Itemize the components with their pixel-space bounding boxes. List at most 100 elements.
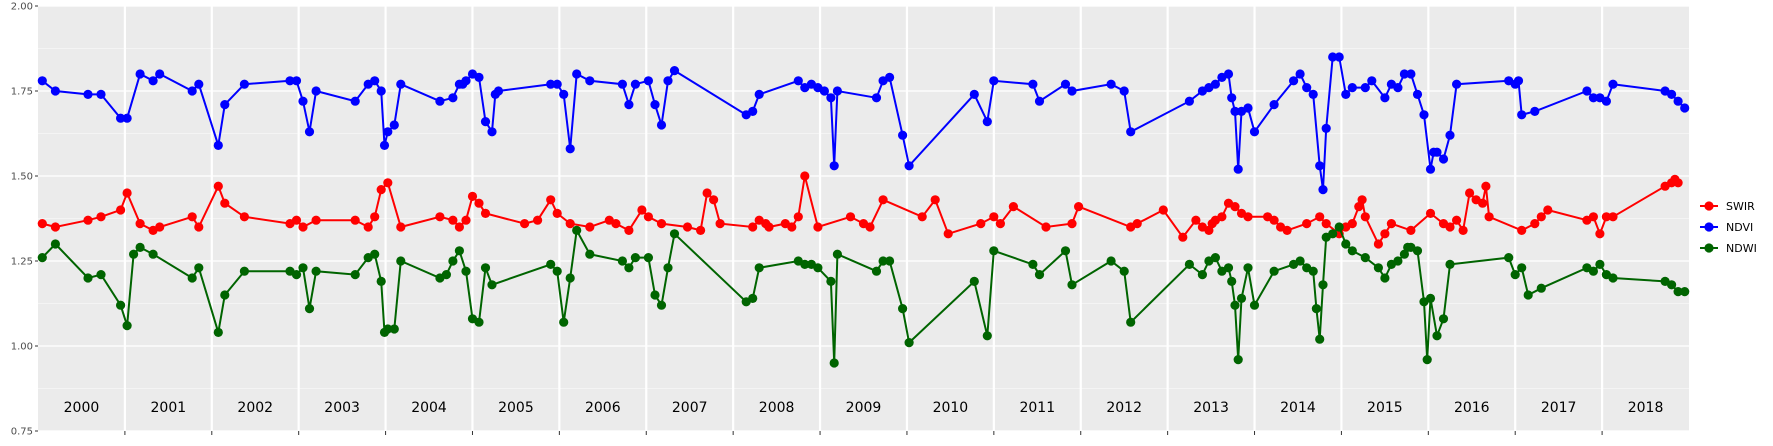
ndvi-point bbox=[1227, 93, 1237, 103]
ndvi-point bbox=[748, 106, 758, 116]
ndwi-point bbox=[1210, 253, 1220, 263]
ndwi-point bbox=[813, 263, 823, 273]
swir-point bbox=[995, 219, 1006, 229]
series-layer bbox=[37, 52, 1690, 368]
swir-point bbox=[787, 222, 797, 232]
ndwi-point bbox=[1318, 280, 1328, 290]
ndvi-point bbox=[885, 72, 895, 82]
ndvi-point bbox=[1360, 83, 1370, 93]
swir-point bbox=[917, 212, 927, 222]
swir-point bbox=[1360, 212, 1370, 222]
ndvi-point bbox=[989, 76, 999, 86]
ndwi-point bbox=[1328, 229, 1338, 239]
ndvi-point bbox=[480, 117, 491, 127]
ndwi-point bbox=[370, 249, 380, 259]
ndwi-point bbox=[1034, 270, 1045, 280]
ndwi-point bbox=[898, 304, 908, 314]
ndwi-point bbox=[1106, 256, 1116, 266]
ndwi-point bbox=[298, 263, 308, 273]
swir-point bbox=[715, 219, 725, 229]
ndvi-point bbox=[1347, 83, 1357, 93]
ndwi-point bbox=[350, 270, 360, 280]
swir-point bbox=[1601, 212, 1611, 222]
swir-point bbox=[565, 219, 575, 229]
swir-point bbox=[37, 219, 47, 229]
ndwi-point bbox=[461, 266, 471, 276]
swir-point bbox=[96, 212, 106, 222]
swir-point bbox=[1178, 232, 1188, 242]
ndvi-point bbox=[1673, 96, 1683, 106]
ndwi-point bbox=[1119, 266, 1129, 276]
swir-point bbox=[1041, 222, 1051, 232]
ndvi-point bbox=[819, 86, 830, 96]
year-label: 2005 bbox=[498, 400, 534, 416]
swir-point bbox=[1543, 205, 1553, 215]
ndvi-point bbox=[1334, 52, 1344, 62]
ndvi-point bbox=[1530, 106, 1540, 116]
ndvi-point bbox=[1513, 76, 1524, 86]
ndvi-point bbox=[754, 89, 764, 99]
ndwi-point bbox=[643, 253, 654, 263]
ndvi-point bbox=[1034, 96, 1045, 106]
ndwi-point bbox=[989, 246, 999, 256]
ndwi-point bbox=[396, 256, 406, 266]
ndwi-point bbox=[1315, 334, 1325, 344]
ndwi-point bbox=[904, 338, 914, 348]
swir-point bbox=[682, 222, 693, 232]
swir-point bbox=[220, 198, 230, 208]
ndwi-point bbox=[1028, 259, 1038, 269]
ndvi-point bbox=[1380, 93, 1390, 103]
ndwi-point bbox=[1295, 256, 1305, 266]
ndwi-point bbox=[1680, 287, 1690, 297]
y-tick-label: 1.00 bbox=[11, 342, 33, 353]
ndvi-point bbox=[1608, 79, 1618, 89]
ndvi-point bbox=[630, 79, 641, 89]
ndwi-point bbox=[1399, 249, 1409, 259]
legend-label: SWIR bbox=[1726, 200, 1755, 213]
ndwi-point bbox=[83, 273, 93, 283]
ndwi-point bbox=[291, 270, 302, 280]
ndvi-point bbox=[1399, 69, 1409, 79]
swir-point bbox=[748, 222, 758, 232]
ndvi-point bbox=[1233, 164, 1243, 174]
swir-point bbox=[122, 188, 132, 198]
ndvi-point bbox=[1412, 89, 1423, 99]
y-tick-label: 2.00 bbox=[11, 2, 33, 13]
ndvi-point bbox=[585, 76, 595, 86]
ndvi-point bbox=[559, 89, 569, 99]
ndwi-point bbox=[663, 263, 673, 273]
ndwi-point bbox=[1373, 263, 1383, 273]
swir-point bbox=[1373, 239, 1383, 249]
ndvi-point bbox=[1295, 69, 1305, 79]
ndwi-point bbox=[194, 263, 204, 273]
ndwi-point bbox=[96, 270, 106, 280]
ndvi-point bbox=[1438, 154, 1449, 164]
year-label: 2007 bbox=[672, 400, 708, 416]
year-label: 2013 bbox=[1193, 400, 1229, 416]
legend-label: NDWI bbox=[1726, 242, 1757, 255]
ndwi-point bbox=[116, 300, 126, 310]
swir-point bbox=[1132, 219, 1142, 229]
ndvi-point bbox=[669, 66, 680, 76]
swir-point bbox=[1230, 202, 1240, 212]
ndwi-point bbox=[1425, 293, 1436, 303]
ndwi-point bbox=[213, 327, 223, 337]
ndwi-point bbox=[800, 259, 810, 269]
ndvi-point bbox=[1223, 69, 1234, 79]
ndvi-point bbox=[461, 76, 471, 86]
swir-point bbox=[291, 215, 302, 225]
ndvi-point bbox=[493, 86, 504, 96]
ndvi-point bbox=[396, 79, 406, 89]
swir-point bbox=[585, 222, 595, 232]
ndvi-point bbox=[187, 86, 197, 96]
ndvi-point bbox=[1367, 76, 1377, 86]
swir-point bbox=[709, 195, 719, 205]
swir-point bbox=[1217, 212, 1227, 222]
ndwi-point bbox=[1233, 355, 1243, 365]
ndwi-point bbox=[148, 249, 158, 259]
ndvi-point bbox=[291, 76, 302, 86]
swir-point bbox=[643, 212, 654, 222]
swir-point bbox=[624, 225, 634, 235]
ndwi-point bbox=[1230, 300, 1240, 310]
ndwi-point bbox=[129, 249, 139, 259]
